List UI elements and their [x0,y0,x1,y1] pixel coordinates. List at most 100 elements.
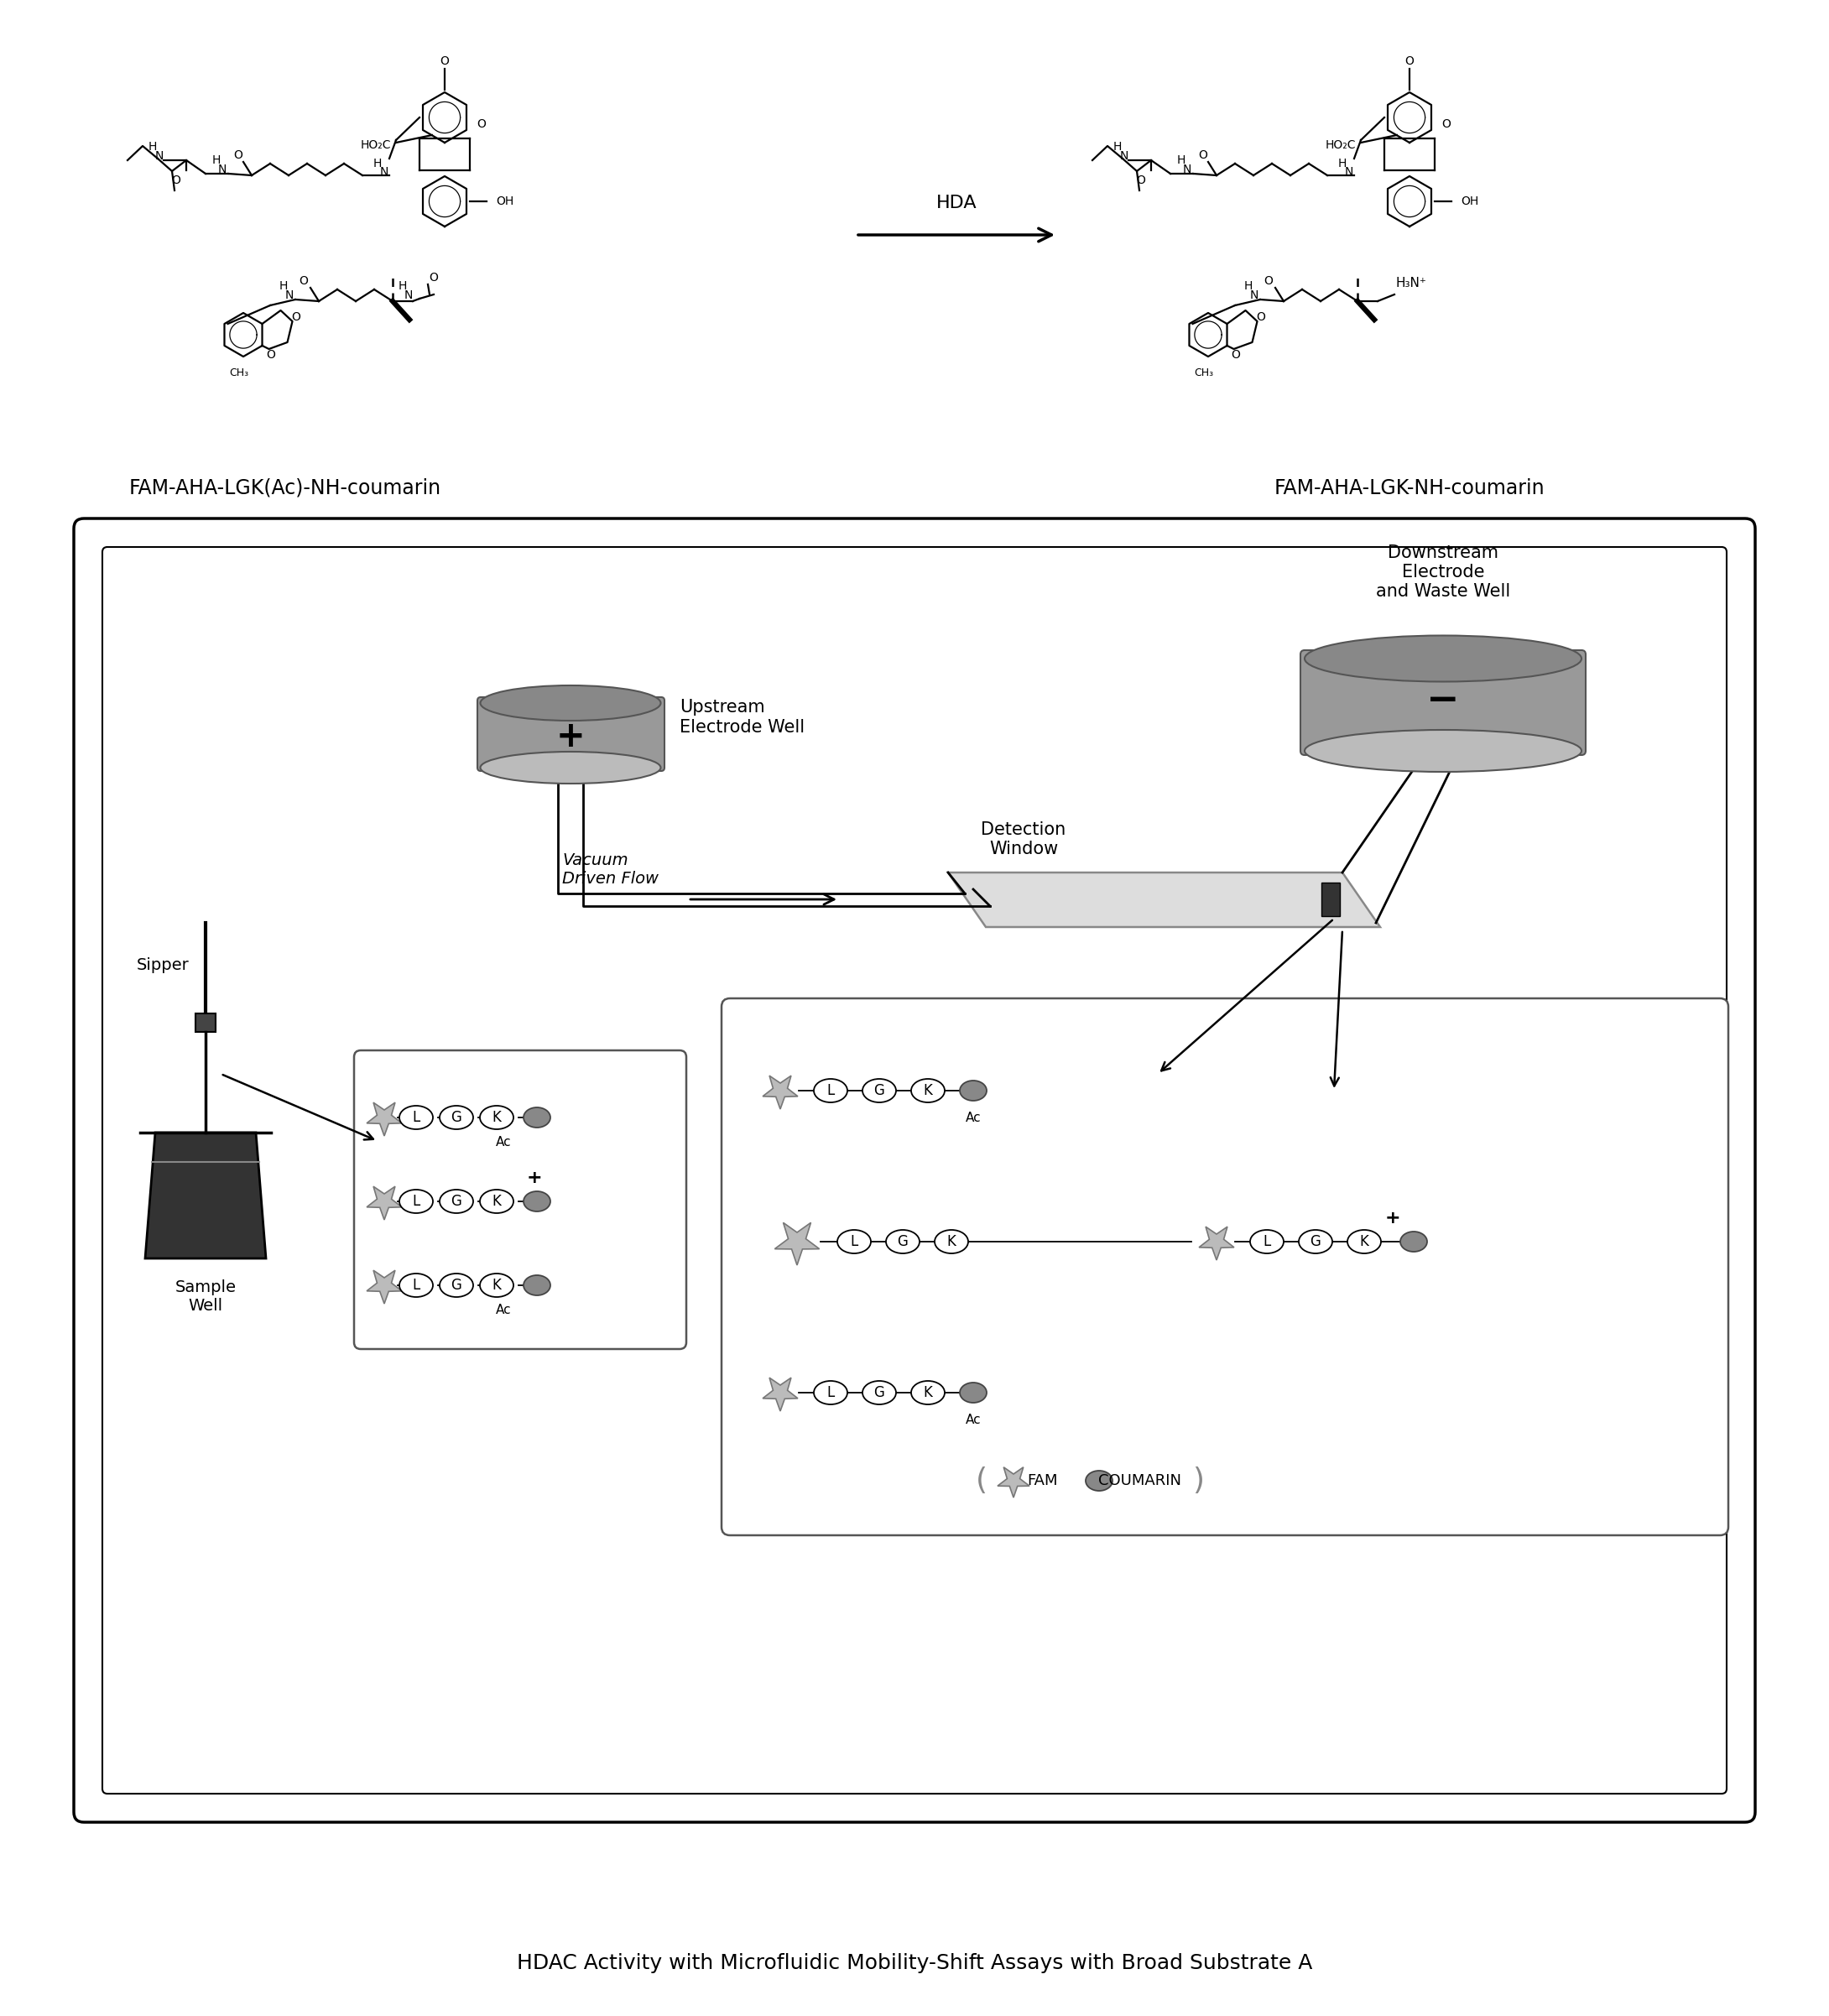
Text: O: O [234,149,243,161]
Text: N: N [155,149,165,161]
Text: Downstream
Electrode
and Waste Well: Downstream Electrode and Waste Well [1375,544,1511,601]
Ellipse shape [481,752,660,784]
Polygon shape [1200,1226,1235,1260]
Text: FAM-AHA-LGK(Ac)-NH-coumarin: FAM-AHA-LGK(Ac)-NH-coumarin [130,478,441,498]
Text: N: N [404,290,413,300]
Text: N: N [285,290,294,300]
FancyBboxPatch shape [196,1014,216,1032]
Text: N: N [1183,163,1191,175]
Polygon shape [366,1103,402,1135]
Text: O: O [477,119,487,131]
Text: O: O [1136,175,1145,185]
Text: HO₂C: HO₂C [360,139,391,151]
Text: L: L [412,1193,421,1210]
Text: H: H [212,155,221,165]
Text: O: O [265,349,274,361]
FancyBboxPatch shape [73,518,1756,1822]
Text: K: K [492,1193,501,1210]
Text: N: N [1119,149,1128,161]
Text: H: H [148,141,157,153]
Text: FAM: FAM [1026,1474,1057,1488]
Ellipse shape [479,1189,514,1214]
Text: OH: OH [496,196,514,208]
Text: HDAC Activity with Microfluidic Mobility-Shift Assays with Broad Substrate A: HDAC Activity with Microfluidic Mobility… [516,1954,1313,1974]
Ellipse shape [863,1079,896,1103]
Ellipse shape [960,1383,986,1403]
Ellipse shape [439,1189,474,1214]
Text: N: N [380,165,388,177]
Text: Ac: Ac [496,1135,512,1149]
Polygon shape [997,1468,1030,1498]
Ellipse shape [523,1107,551,1127]
Text: G: G [452,1193,461,1210]
Text: HDA: HDA [936,196,977,212]
Ellipse shape [439,1105,474,1129]
Text: K: K [492,1278,501,1292]
Text: H: H [1244,280,1253,292]
Ellipse shape [814,1381,847,1405]
Ellipse shape [399,1189,433,1214]
Text: Upstream
Electrode Well: Upstream Electrode Well [680,700,805,736]
Ellipse shape [885,1230,920,1254]
Text: G: G [874,1385,885,1401]
Ellipse shape [479,1274,514,1296]
Text: O: O [1405,54,1414,67]
Text: H: H [1339,157,1346,169]
Ellipse shape [935,1230,968,1254]
Text: O: O [1257,310,1266,323]
Ellipse shape [863,1381,896,1405]
Ellipse shape [479,1105,514,1129]
Ellipse shape [960,1081,986,1101]
Text: H₃N⁺: H₃N⁺ [1396,276,1427,288]
Ellipse shape [481,685,660,720]
Text: H: H [280,280,287,292]
Text: Ac: Ac [966,1111,980,1125]
Text: L: L [1264,1234,1271,1250]
Ellipse shape [911,1079,946,1103]
Polygon shape [763,1377,797,1411]
Text: Vacuum
Driven Flow: Vacuum Driven Flow [562,853,658,887]
Text: FAM-AHA-LGK-NH-coumarin: FAM-AHA-LGK-NH-coumarin [1275,478,1546,498]
Text: H: H [399,280,408,292]
Text: O: O [300,274,309,286]
Text: G: G [1310,1234,1321,1250]
Text: O: O [291,310,300,323]
Ellipse shape [439,1274,474,1296]
Text: H: H [1114,141,1121,153]
Text: Ac: Ac [496,1304,512,1316]
Text: L: L [412,1111,421,1125]
Ellipse shape [911,1381,946,1405]
Text: O: O [1441,119,1450,131]
Text: N: N [1344,165,1353,177]
Text: N: N [1249,290,1258,300]
Text: +: + [556,720,585,754]
Polygon shape [775,1222,819,1266]
Polygon shape [763,1077,797,1109]
Text: HO₂C: HO₂C [1326,139,1355,151]
Text: K: K [1359,1234,1368,1250]
Ellipse shape [523,1191,551,1212]
Text: CH₃: CH₃ [229,367,249,379]
FancyBboxPatch shape [1321,883,1341,915]
FancyBboxPatch shape [1300,651,1586,756]
Text: H: H [373,157,382,169]
Text: G: G [452,1278,461,1292]
Ellipse shape [523,1276,551,1296]
Text: G: G [898,1234,909,1250]
Text: K: K [924,1083,933,1099]
Text: (: ( [975,1466,988,1496]
Text: +: + [1385,1210,1401,1226]
Text: L: L [850,1234,858,1250]
Text: K: K [492,1111,501,1125]
Ellipse shape [1401,1232,1427,1252]
Text: ): ) [1193,1466,1203,1496]
Polygon shape [947,873,1381,927]
Text: −: − [1427,681,1460,720]
Text: +: + [527,1169,541,1185]
Text: N: N [218,163,227,175]
Text: OH: OH [1461,196,1480,208]
Ellipse shape [1304,730,1582,772]
Text: K: K [947,1234,957,1250]
Text: Ac: Ac [966,1413,980,1425]
Polygon shape [144,1133,265,1258]
